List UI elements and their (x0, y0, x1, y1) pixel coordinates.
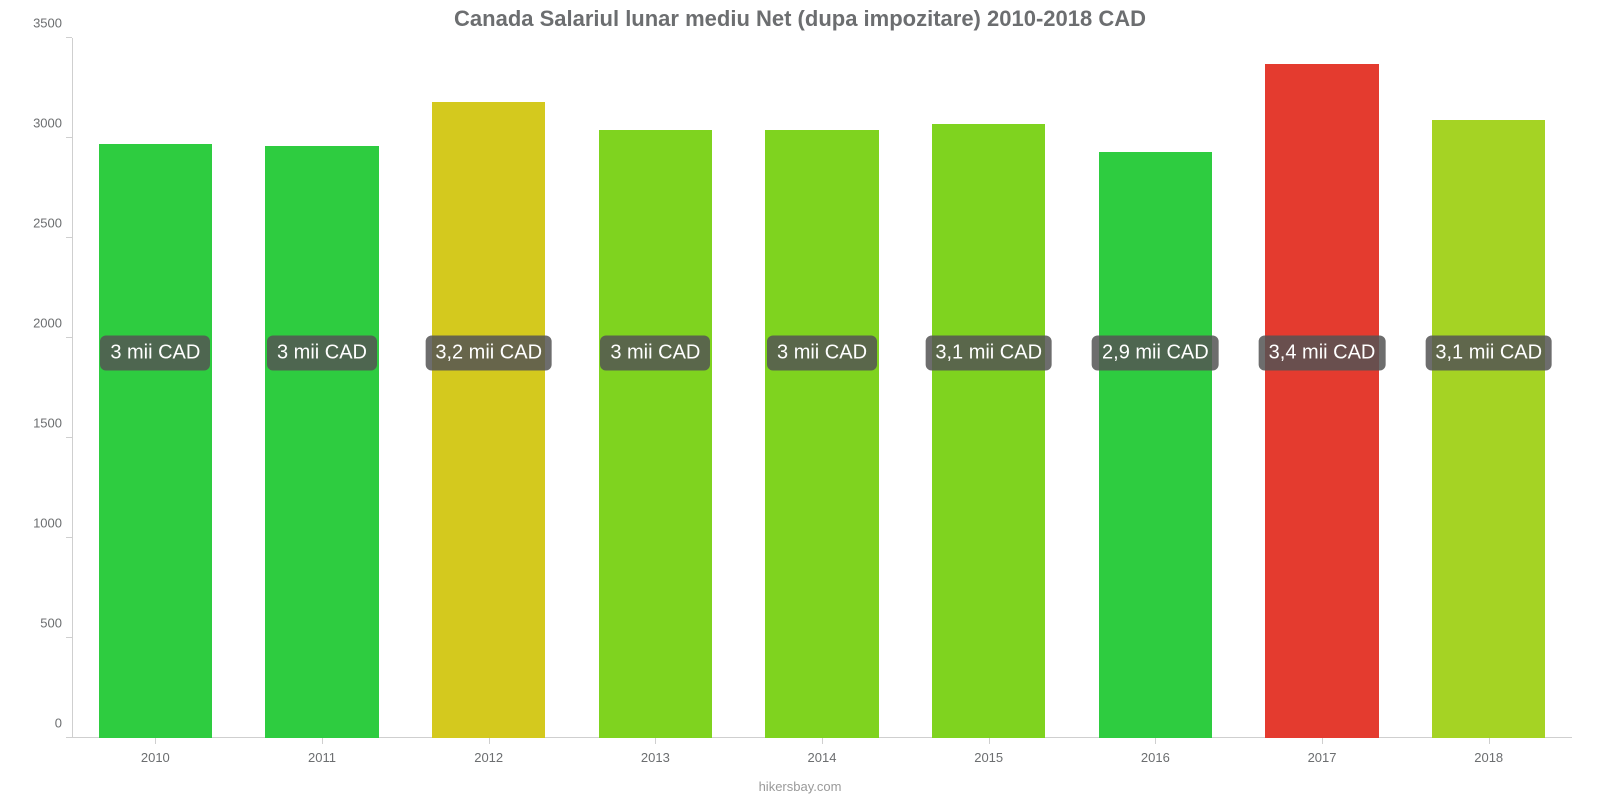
y-tick-mark (66, 37, 72, 38)
x-tick-label: 2012 (474, 738, 503, 765)
x-tick-label: 2014 (808, 738, 837, 765)
bar (265, 146, 378, 738)
bar-value-label: 3 mii CAD (767, 336, 877, 371)
bar (432, 102, 545, 738)
y-tick-label: 2500 (33, 216, 72, 231)
y-tick-mark (66, 637, 72, 638)
y-tick-label: 1000 (33, 516, 72, 531)
bar-value-label: 3 mii CAD (600, 336, 710, 371)
y-tick-mark (66, 337, 72, 338)
bar-value-label: 3,1 mii CAD (1425, 336, 1552, 371)
y-tick-mark (66, 437, 72, 438)
bar-value-label: 3 mii CAD (267, 336, 377, 371)
bar-value-label: 2,9 mii CAD (1092, 336, 1219, 371)
x-tick-label: 2015 (974, 738, 1003, 765)
y-tick-label: 500 (40, 616, 72, 631)
bar-value-label: 3 mii CAD (100, 336, 210, 371)
bar-slot: 3,4 mii CAD2017 (1239, 38, 1406, 738)
bar-slot: 3,2 mii CAD2012 (405, 38, 572, 738)
bar-slot: 3 mii CAD2013 (572, 38, 739, 738)
bar (1432, 120, 1545, 738)
bar (1099, 152, 1212, 738)
bar-slot: 3 mii CAD2014 (739, 38, 906, 738)
footer-credit: hikersbay.com (0, 779, 1600, 794)
bar-slot: 3 mii CAD2010 (72, 38, 239, 738)
bar-slot: 3,1 mii CAD2015 (905, 38, 1072, 738)
bar (599, 130, 712, 738)
x-tick-label: 2018 (1474, 738, 1503, 765)
bar-value-label: 3,2 mii CAD (425, 336, 552, 371)
chart-title: Canada Salariul lunar mediu Net (dupa im… (0, 6, 1600, 32)
salary-bar-chart: Canada Salariul lunar mediu Net (dupa im… (0, 0, 1600, 800)
bar-slot: 3,1 mii CAD2018 (1405, 38, 1572, 738)
bar (99, 144, 212, 738)
x-tick-label: 2011 (308, 738, 336, 765)
x-tick-label: 2010 (141, 738, 170, 765)
bar-value-label: 3,1 mii CAD (925, 336, 1052, 371)
plot-area: 3 mii CAD20103 mii CAD20113,2 mii CAD201… (72, 38, 1572, 738)
y-tick-mark (66, 137, 72, 138)
y-tick-label: 2000 (33, 316, 72, 331)
bar-slots: 3 mii CAD20103 mii CAD20113,2 mii CAD201… (72, 38, 1572, 738)
y-tick-label: 1500 (33, 416, 72, 431)
x-tick-label: 2013 (641, 738, 670, 765)
x-tick-label: 2017 (1308, 738, 1337, 765)
x-tick-label: 2016 (1141, 738, 1170, 765)
y-tick-mark (66, 237, 72, 238)
bar-slot: 3 mii CAD2011 (239, 38, 406, 738)
y-tick-mark (66, 737, 72, 738)
y-tick-label: 0 (55, 716, 72, 731)
y-tick-label: 3500 (33, 16, 72, 31)
bar (1265, 64, 1378, 738)
bar (932, 124, 1045, 738)
y-tick-label: 3000 (33, 116, 72, 131)
y-tick-mark (66, 537, 72, 538)
bar-slot: 2,9 mii CAD2016 (1072, 38, 1239, 738)
bar (765, 130, 878, 738)
bar-value-label: 3,4 mii CAD (1259, 336, 1386, 371)
